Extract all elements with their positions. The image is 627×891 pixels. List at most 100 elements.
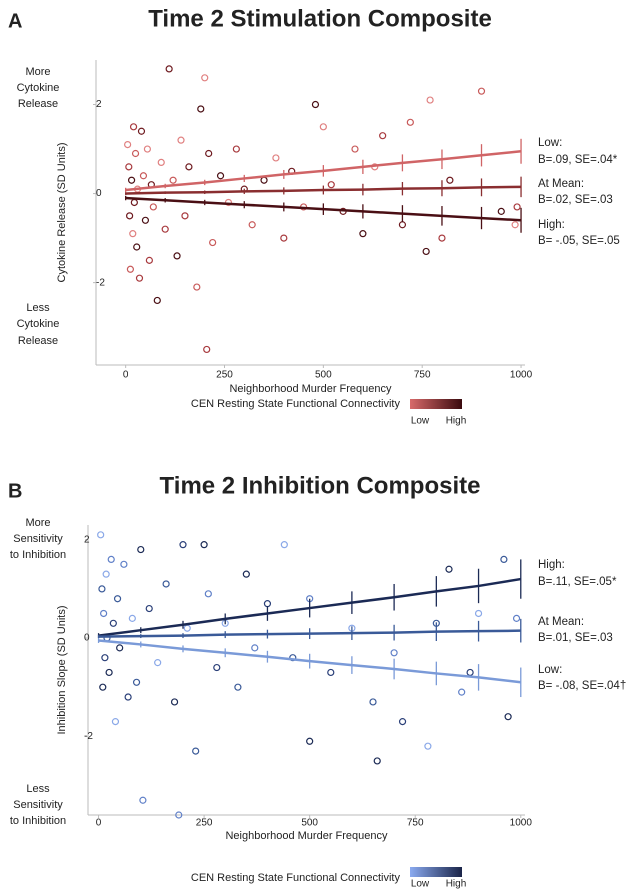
- annotation-label: Low:: [538, 137, 562, 149]
- point: [260, 176, 268, 184]
- point: [116, 644, 124, 652]
- x-tick-label: 750: [414, 370, 431, 381]
- y-end-label: More: [25, 66, 50, 78]
- point: [242, 570, 250, 578]
- point: [102, 570, 110, 578]
- annotation-label: High:: [538, 219, 565, 231]
- annotation-label: At Mean:: [538, 178, 584, 190]
- colorbar: [410, 867, 462, 877]
- legend-high: High: [446, 416, 467, 427]
- point: [213, 663, 221, 672]
- annotation-label: At Mean:: [538, 616, 584, 628]
- point: [131, 149, 140, 158]
- point: [390, 649, 398, 657]
- point: [373, 757, 381, 765]
- point: [157, 158, 165, 167]
- point: [272, 154, 280, 162]
- point: [170, 698, 179, 706]
- point: [133, 243, 141, 251]
- point: [369, 698, 377, 706]
- point: [234, 683, 242, 691]
- chart-title: Time 2 Stimulation Composite: [148, 5, 492, 32]
- point: [477, 87, 486, 95]
- point: [306, 737, 314, 745]
- point: [504, 713, 512, 721]
- point: [204, 590, 212, 598]
- point: [173, 252, 181, 260]
- point: [141, 216, 150, 224]
- point: [201, 74, 209, 82]
- annotation-label: High:: [538, 559, 565, 571]
- point: [203, 345, 211, 354]
- y-end-label: More: [25, 517, 50, 529]
- x-tick-label: 750: [407, 818, 424, 829]
- point: [107, 555, 115, 564]
- point: [351, 145, 359, 153]
- point: [183, 624, 191, 632]
- point: [289, 654, 297, 662]
- point: [145, 604, 153, 613]
- point: [109, 619, 117, 627]
- chart-title: Time 2 Inhibition Composite: [160, 472, 481, 499]
- point: [143, 145, 152, 153]
- point: [120, 560, 128, 568]
- panel-label: A: [8, 10, 22, 32]
- point: [135, 274, 144, 282]
- point: [145, 256, 153, 264]
- y-tick-label: 0: [84, 633, 90, 644]
- point: [379, 132, 387, 140]
- point: [422, 247, 430, 256]
- point: [185, 163, 193, 171]
- point: [154, 659, 162, 667]
- point: [98, 585, 106, 593]
- point: [169, 176, 177, 184]
- x-tick-label: 500: [301, 818, 318, 829]
- point: [500, 555, 508, 564]
- point: [511, 221, 519, 229]
- point: [177, 136, 185, 144]
- point: [251, 644, 259, 652]
- x-axis-title: Neighborhood Murder Frequency: [229, 383, 392, 395]
- y-tick-label: 2: [84, 534, 90, 545]
- point: [132, 678, 141, 686]
- point: [139, 796, 147, 804]
- x-tick-label: 0: [96, 818, 102, 829]
- annotation-stats: B= -.08, SE=.04†: [538, 680, 626, 692]
- x-tick-label: 0: [123, 370, 129, 381]
- point: [513, 203, 521, 211]
- annotation-label: Low:: [538, 664, 562, 676]
- point: [161, 225, 169, 233]
- y-axis-title: Cytokine Release (SD Units): [56, 143, 68, 283]
- annotation-stats: B=.09, SE=.04*: [538, 154, 618, 166]
- point: [162, 580, 170, 588]
- x-tick-label: 1000: [510, 370, 533, 381]
- annotation-stats: B=.11, SE=.05*: [538, 576, 617, 588]
- annotation-stats: B=.01, SE=.03: [538, 632, 613, 644]
- point: [97, 531, 105, 539]
- legend-high: High: [446, 879, 467, 890]
- point: [179, 541, 187, 549]
- y-tick-label: 0: [96, 188, 102, 199]
- point: [197, 105, 205, 113]
- point: [327, 181, 335, 189]
- y-end-label: Cytokine: [17, 82, 60, 94]
- point: [101, 654, 109, 662]
- legend-low: Low: [411, 879, 430, 890]
- point: [263, 600, 272, 608]
- x-tick-label: 250: [216, 370, 233, 381]
- y-axis-title: Inhibition Slope (SD Units): [56, 605, 68, 734]
- point: [446, 176, 454, 184]
- point: [130, 198, 138, 207]
- point: [216, 172, 225, 180]
- point: [192, 747, 200, 755]
- point: [205, 149, 213, 158]
- y-end-label: to Inhibition: [10, 815, 66, 827]
- point: [149, 203, 157, 211]
- colorbar: [410, 399, 462, 409]
- y-end-label: to Inhibition: [10, 549, 66, 561]
- point: [175, 811, 183, 819]
- point: [124, 140, 132, 149]
- point: [319, 123, 327, 131]
- point: [139, 172, 148, 180]
